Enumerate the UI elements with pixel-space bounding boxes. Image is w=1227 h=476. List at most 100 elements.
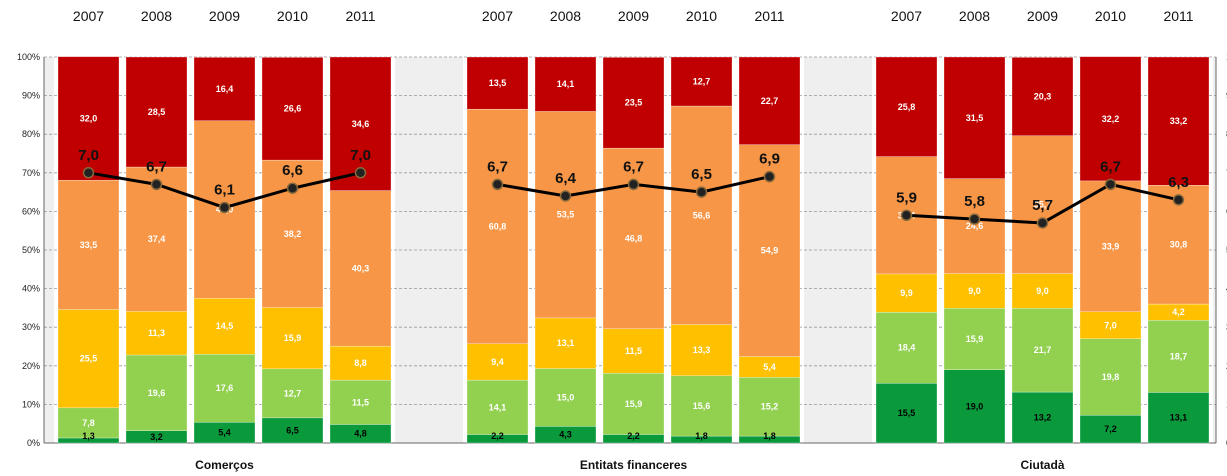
segment-label: 32,0 bbox=[80, 113, 98, 123]
bar-segment bbox=[261, 307, 324, 370]
y-tick-label: 80% bbox=[22, 129, 40, 139]
segment-label: 3,2 bbox=[150, 432, 163, 442]
segment-label: 53,5 bbox=[557, 210, 575, 220]
average-label: 6,7 bbox=[1100, 158, 1121, 175]
segment-label: 9,0 bbox=[1036, 286, 1049, 296]
average-label: 6,9 bbox=[759, 151, 780, 168]
segment-label: 33,2 bbox=[1170, 116, 1188, 126]
segment-label: 33,5 bbox=[80, 240, 98, 250]
bar-segment bbox=[875, 56, 938, 157]
year-label: 2010 bbox=[686, 8, 717, 24]
average-marker bbox=[286, 182, 299, 194]
bar-segment bbox=[1011, 308, 1074, 393]
year-label: 2007 bbox=[73, 8, 104, 24]
bar-segment bbox=[943, 56, 1006, 179]
bar-segment bbox=[57, 309, 120, 409]
bar-segment bbox=[1147, 56, 1210, 186]
bar-segment bbox=[125, 311, 188, 356]
bar-segment bbox=[534, 56, 597, 112]
segment-label: 17,6 bbox=[216, 383, 234, 393]
average-marker bbox=[559, 190, 572, 202]
bar-segment bbox=[875, 273, 938, 313]
segment-label: 7,8 bbox=[82, 418, 95, 428]
segment-label: 9,4 bbox=[491, 357, 504, 367]
bar-segment bbox=[602, 57, 665, 149]
average-label: 6,7 bbox=[146, 158, 167, 175]
segment-label: 15,2 bbox=[761, 402, 779, 412]
segment-label: 11,3 bbox=[148, 328, 165, 338]
segment-label: 37,4 bbox=[148, 234, 166, 244]
segment-label: 7,2 bbox=[1104, 424, 1117, 434]
average-label: 7,0 bbox=[78, 147, 99, 164]
segment-label: 11,5 bbox=[625, 346, 642, 356]
bar-segment bbox=[738, 377, 801, 437]
year-label: 2008 bbox=[959, 8, 990, 24]
year-label: 2011 bbox=[1163, 8, 1193, 24]
y-tick-label: 100% bbox=[17, 52, 40, 62]
segment-label: 24,6 bbox=[966, 221, 984, 231]
segment-label: 18,7 bbox=[1170, 351, 1188, 361]
segment-label: 4,8 bbox=[354, 429, 367, 439]
segment-label: 56,6 bbox=[693, 210, 711, 220]
segment-label: 2,2 bbox=[491, 431, 504, 441]
segment-label: 5,4 bbox=[218, 428, 231, 438]
bar-segment bbox=[466, 56, 529, 110]
segment-label: 9,9 bbox=[900, 288, 913, 298]
segment-label: 11,5 bbox=[352, 397, 369, 407]
bar-segment bbox=[466, 379, 529, 435]
bar-segment bbox=[943, 178, 1006, 274]
segment-label: 28,5 bbox=[148, 107, 166, 117]
average-marker bbox=[900, 209, 913, 222]
average-label: 6,3 bbox=[1168, 174, 1189, 191]
segment-label: 32,2 bbox=[1102, 114, 1120, 124]
segment-label: 35,7 bbox=[1034, 200, 1052, 210]
segment-label: 14,1 bbox=[489, 402, 507, 412]
bar-segment bbox=[193, 57, 256, 121]
average-marker bbox=[763, 170, 776, 183]
year-label: 2011 bbox=[754, 8, 784, 24]
average-marker bbox=[968, 213, 981, 225]
segment-label: 13,1 bbox=[1170, 413, 1188, 423]
segment-label: 46,8 bbox=[625, 233, 643, 243]
bar-segment bbox=[602, 147, 665, 329]
y-tick-label: 30% bbox=[22, 322, 40, 332]
bar-segment bbox=[1147, 392, 1210, 444]
year-label: 2008 bbox=[550, 8, 581, 24]
average-marker bbox=[491, 178, 504, 191]
bar-segment bbox=[670, 324, 733, 376]
segment-label: 18,4 bbox=[898, 343, 916, 353]
bar-segment bbox=[875, 383, 938, 444]
segment-label: 19,8 bbox=[1102, 372, 1120, 382]
segment-label: 2,2 bbox=[627, 431, 640, 441]
bar-segment bbox=[1079, 180, 1142, 312]
bar-segment bbox=[602, 372, 665, 435]
y-tick-label: 10% bbox=[22, 399, 40, 409]
year-label: 2010 bbox=[277, 8, 308, 24]
segment-label: 1,8 bbox=[695, 431, 708, 441]
year-label: 2011 bbox=[345, 8, 375, 24]
bars bbox=[57, 56, 1210, 444]
bar-segment bbox=[670, 105, 733, 325]
bar-segment bbox=[534, 317, 597, 369]
segment-label: 25,8 bbox=[898, 102, 916, 112]
segment-label: 15,5 bbox=[898, 408, 916, 418]
bar-segment bbox=[261, 417, 324, 444]
bar-segment bbox=[1011, 57, 1074, 136]
group-label: Entitats financeres bbox=[580, 458, 688, 472]
segment-label: 15,9 bbox=[284, 333, 302, 343]
average-label: 6,1 bbox=[214, 182, 235, 199]
bar-segment bbox=[670, 56, 733, 107]
bar-segment bbox=[1011, 135, 1074, 274]
average-marker bbox=[1172, 194, 1185, 206]
year-label: 2008 bbox=[141, 8, 172, 24]
bar-segment bbox=[602, 328, 665, 374]
bar-segment bbox=[125, 56, 188, 168]
segment-label: 20,3 bbox=[1034, 92, 1052, 102]
segment-label: 12,7 bbox=[693, 77, 711, 87]
segment-label: 30,8 bbox=[1170, 240, 1188, 250]
segment-label: 15,9 bbox=[625, 399, 643, 409]
segment-label: 15,0 bbox=[557, 392, 575, 402]
segment-label: 19,6 bbox=[148, 388, 166, 398]
bar-segment bbox=[329, 379, 392, 425]
segment-label: 9,0 bbox=[968, 286, 981, 296]
